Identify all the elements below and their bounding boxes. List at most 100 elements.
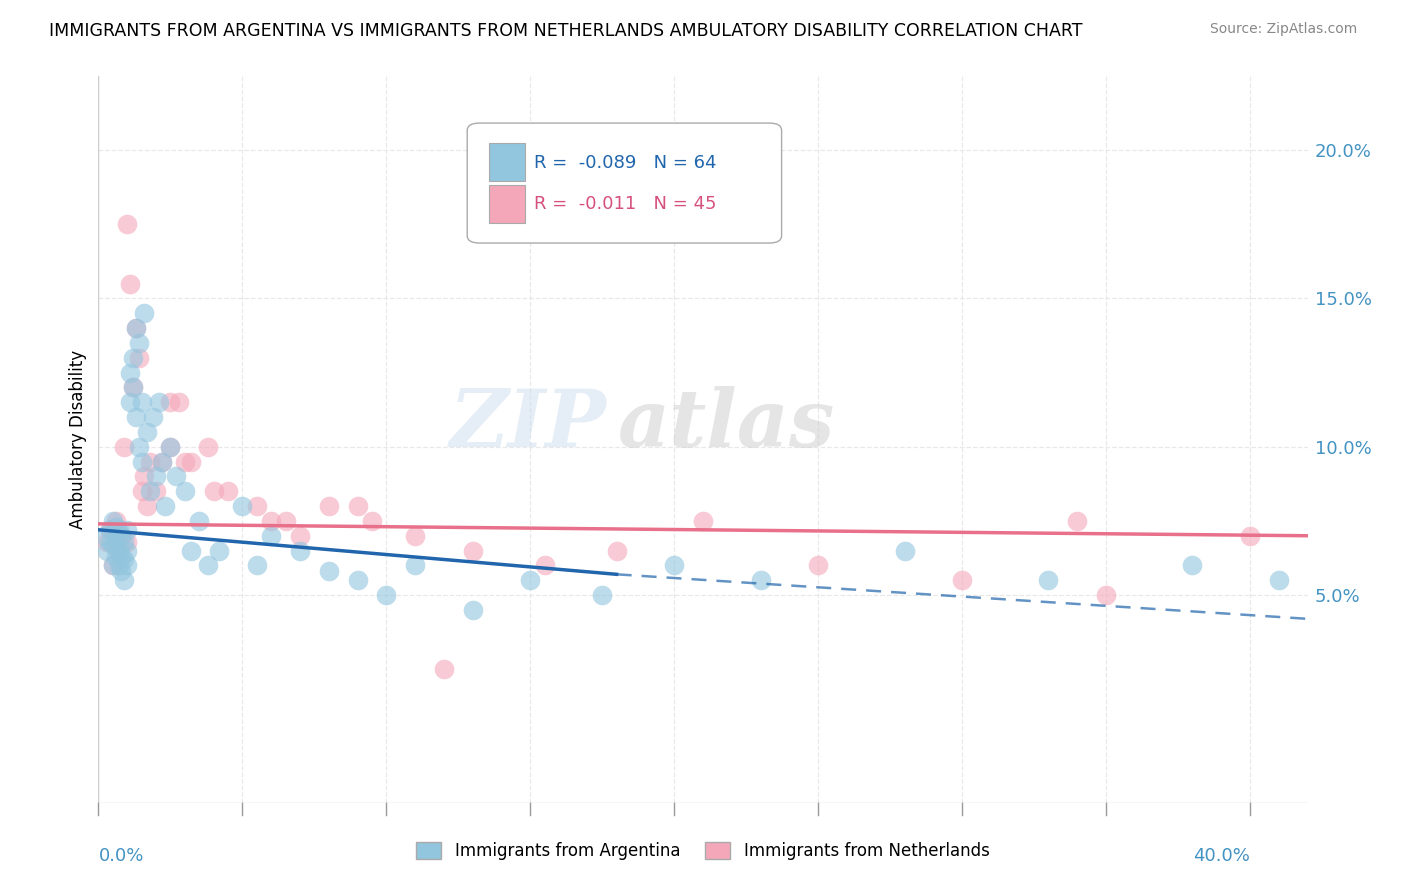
Point (131, 395, 153, 409)
Point (101, 558, 124, 573)
Point (112, 552, 135, 566)
Point (461, 603, 484, 617)
Point (288, 543, 311, 558)
Point (404, 529, 426, 543)
Point (1181, 558, 1204, 573)
Point (139, 454, 162, 468)
Point (131, 454, 153, 468)
Point (122, 380, 145, 394)
Point (361, 514, 384, 528)
Text: IMMIGRANTS FROM ARGENTINA VS IMMIGRANTS FROM NETHERLANDS AMBULATORY DISABILITY C: IMMIGRANTS FROM ARGENTINA VS IMMIGRANTS … (49, 22, 1083, 40)
Point (110, 529, 132, 543)
Point (318, 499, 340, 513)
Point (159, 440, 181, 454)
Point (128, 440, 150, 454)
Point (433, 662, 456, 676)
Point (260, 514, 283, 528)
Point (217, 484, 239, 499)
Point (274, 514, 297, 528)
Text: R =  -0.011   N = 45: R = -0.011 N = 45 (534, 195, 716, 213)
Point (107, 523, 129, 537)
Point (159, 440, 181, 454)
Point (1268, 574, 1291, 588)
Point (101, 514, 124, 528)
Point (115, 523, 138, 537)
Point (110, 529, 132, 543)
Point (202, 484, 225, 499)
Point (1066, 514, 1088, 528)
Point (112, 534, 135, 549)
Point (150, 454, 173, 468)
Point (98, 523, 121, 537)
Point (115, 558, 138, 573)
Point (180, 454, 202, 468)
Text: R =  -0.089   N = 64: R = -0.089 N = 64 (534, 154, 716, 172)
Point (346, 499, 368, 513)
Legend: Immigrants from Argentina, Immigrants from Netherlands: Immigrants from Argentina, Immigrants fr… (409, 836, 997, 867)
Point (165, 469, 187, 483)
Point (375, 588, 398, 602)
Point (749, 574, 772, 588)
Point (134, 306, 156, 320)
Point (197, 440, 219, 454)
Point (125, 321, 148, 335)
Point (150, 454, 173, 468)
Point (98, 534, 121, 549)
Point (346, 574, 368, 588)
Point (125, 410, 148, 425)
Text: 40.0%: 40.0% (1194, 847, 1250, 865)
Point (893, 543, 915, 558)
Point (807, 558, 830, 573)
Point (404, 558, 426, 573)
Point (122, 380, 145, 394)
Point (115, 217, 138, 231)
Point (107, 543, 129, 558)
Point (128, 335, 150, 350)
Point (101, 558, 124, 573)
FancyBboxPatch shape (489, 185, 526, 223)
Point (115, 534, 138, 549)
Point (131, 484, 153, 499)
Point (101, 538, 124, 552)
Point (461, 543, 484, 558)
Point (197, 558, 219, 573)
Point (93, 529, 115, 543)
Point (188, 514, 211, 528)
Point (145, 484, 167, 499)
Point (128, 351, 150, 365)
Point (533, 558, 555, 573)
Point (115, 543, 138, 558)
Text: atlas: atlas (619, 386, 835, 464)
Point (148, 395, 170, 409)
FancyBboxPatch shape (489, 144, 526, 181)
Point (107, 543, 129, 558)
Point (134, 469, 156, 483)
Point (180, 543, 202, 558)
Point (142, 410, 165, 425)
Point (260, 529, 283, 543)
Point (145, 469, 167, 483)
Point (110, 565, 132, 579)
Point (692, 514, 714, 528)
Point (104, 549, 127, 564)
Point (153, 499, 176, 513)
Point (591, 588, 613, 602)
Point (104, 520, 127, 534)
Point (112, 440, 135, 454)
Point (139, 484, 162, 499)
Text: 0.0%: 0.0% (98, 847, 143, 865)
Point (173, 454, 195, 468)
Point (606, 543, 628, 558)
Point (167, 395, 190, 409)
Point (1038, 574, 1060, 588)
Point (120, 395, 142, 409)
Point (664, 558, 686, 573)
Point (96, 543, 118, 558)
Point (107, 558, 129, 573)
Text: Source: ZipAtlas.com: Source: ZipAtlas.com (1209, 22, 1357, 37)
Point (231, 499, 253, 513)
Point (288, 529, 311, 543)
Point (136, 425, 159, 439)
Point (173, 484, 195, 499)
Point (208, 543, 231, 558)
